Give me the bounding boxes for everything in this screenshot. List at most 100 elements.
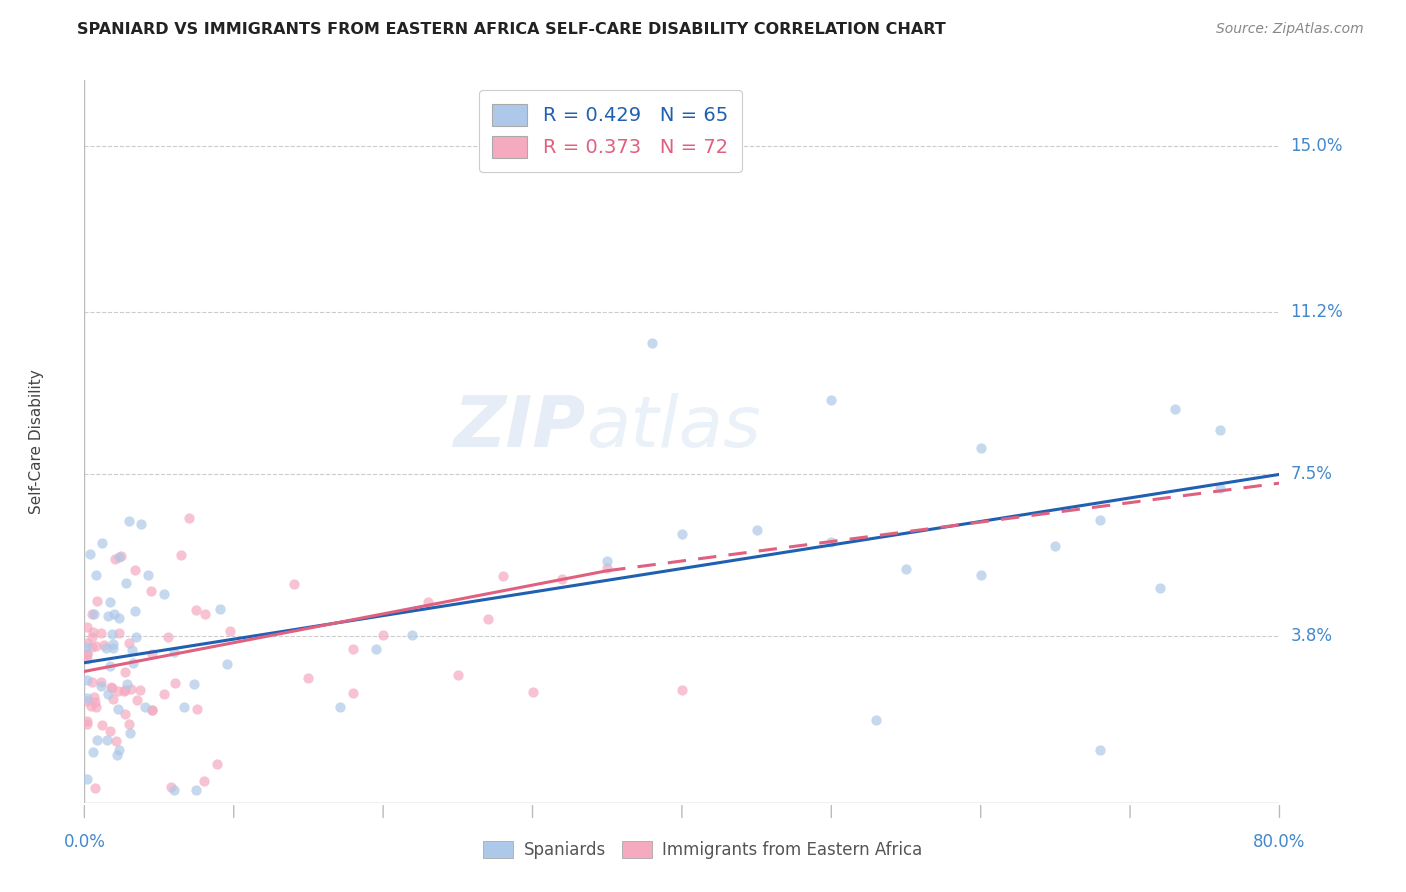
Text: 3.8%: 3.8% <box>1291 627 1333 646</box>
Point <box>1090 743 1112 757</box>
Point <box>865 713 887 727</box>
Point <box>551 572 574 586</box>
Point <box>82 745 104 759</box>
Point <box>107 743 129 757</box>
Point <box>114 665 136 679</box>
Point <box>1209 481 1232 495</box>
Point <box>342 686 364 700</box>
Point <box>84 699 107 714</box>
Point <box>218 624 240 638</box>
Point <box>96 733 118 747</box>
Point <box>76 620 98 634</box>
Point <box>1090 513 1112 527</box>
Text: 80.0%: 80.0% <box>1253 833 1306 851</box>
Point <box>671 527 693 541</box>
Point <box>124 603 146 617</box>
Point <box>97 688 120 702</box>
Point <box>125 692 148 706</box>
Point <box>107 702 129 716</box>
Point <box>105 734 128 748</box>
Point <box>596 561 619 575</box>
Point <box>477 612 499 626</box>
Point <box>1149 581 1171 595</box>
Point <box>820 535 842 549</box>
Point <box>110 549 132 563</box>
Point <box>90 679 112 693</box>
Point <box>118 635 141 649</box>
Point <box>100 680 122 694</box>
Text: 0.0%: 0.0% <box>63 833 105 851</box>
Point <box>112 684 135 698</box>
Point <box>447 667 470 681</box>
Point <box>141 703 163 717</box>
Point <box>104 552 127 566</box>
Point <box>114 682 136 697</box>
Point <box>103 607 125 621</box>
Text: SPANIARD VS IMMIGRANTS FROM EASTERN AFRICA SELF-CARE DISABILITY CORRELATION CHAR: SPANIARD VS IMMIGRANTS FROM EASTERN AFRI… <box>77 22 946 37</box>
Point <box>79 548 101 562</box>
Legend: R = 0.429   N = 65, R = 0.373   N = 72: R = 0.429 N = 65, R = 0.373 N = 72 <box>478 90 742 172</box>
Point <box>134 699 156 714</box>
Point <box>209 602 232 616</box>
Point <box>596 553 619 567</box>
Text: Self-Care Disability: Self-Care Disability <box>30 369 44 514</box>
Point <box>84 696 107 710</box>
Point <box>170 548 193 562</box>
Point <box>120 726 142 740</box>
Point <box>76 652 98 666</box>
Point <box>342 641 364 656</box>
Text: Source: ZipAtlas.com: Source: ZipAtlas.com <box>1216 22 1364 37</box>
Point <box>283 577 305 591</box>
Point <box>101 637 124 651</box>
Point <box>141 648 163 662</box>
Point <box>82 674 104 689</box>
Point <box>641 336 664 351</box>
Point <box>522 685 544 699</box>
Point <box>183 677 205 691</box>
Point <box>894 562 917 576</box>
Point <box>76 691 98 706</box>
Point <box>101 692 124 706</box>
Point <box>120 681 142 696</box>
Point <box>1045 539 1067 553</box>
Legend: Spaniards, Immigrants from Eastern Africa: Spaniards, Immigrants from Eastern Afric… <box>477 834 929 866</box>
Point <box>101 681 124 695</box>
Point <box>118 514 141 528</box>
Point <box>80 607 103 621</box>
Point <box>84 568 107 582</box>
Point <box>90 626 112 640</box>
Point <box>114 576 136 591</box>
Text: ZIP: ZIP <box>454 392 586 461</box>
Point <box>83 690 105 705</box>
Point <box>83 607 105 621</box>
Point <box>136 567 159 582</box>
Point <box>745 523 768 537</box>
Point <box>91 535 114 549</box>
Point <box>297 671 319 685</box>
Point <box>1209 423 1232 437</box>
Point <box>86 593 108 607</box>
Point <box>373 628 395 642</box>
Point <box>76 647 98 661</box>
Point <box>105 747 128 762</box>
Point <box>98 723 121 738</box>
Point <box>153 587 176 601</box>
Point <box>76 772 98 786</box>
Point <box>76 716 98 731</box>
Point <box>114 707 136 722</box>
Point <box>364 642 387 657</box>
Point <box>186 702 208 716</box>
Point <box>121 657 143 671</box>
Point <box>173 700 195 714</box>
Point <box>90 674 112 689</box>
Point <box>76 640 98 655</box>
Point <box>86 732 108 747</box>
Point <box>91 718 114 732</box>
Point <box>94 640 117 655</box>
Point <box>108 549 131 564</box>
Point <box>205 756 228 771</box>
Point <box>186 782 208 797</box>
Point <box>108 610 131 624</box>
Text: 11.2%: 11.2% <box>1291 303 1343 321</box>
Point <box>139 583 162 598</box>
